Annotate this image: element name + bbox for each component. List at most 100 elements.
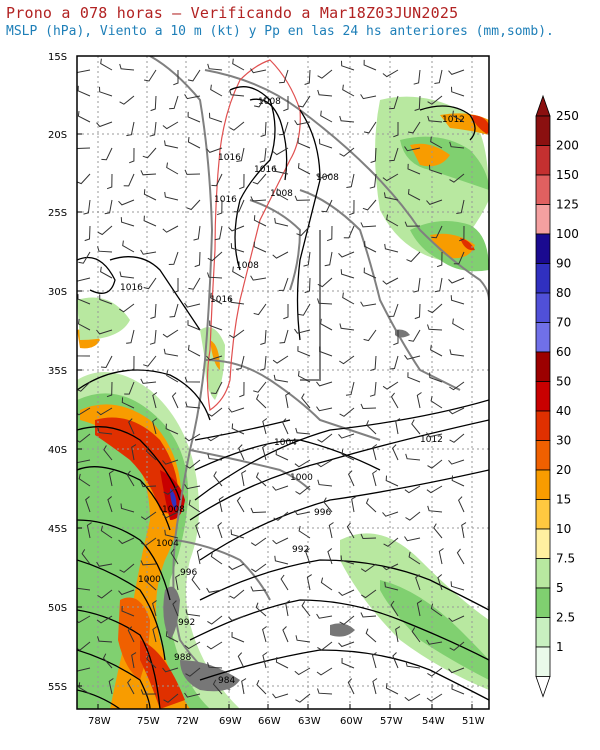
wind-barb	[253, 381, 267, 393]
wind-barb	[360, 533, 377, 540]
wind-barb	[97, 246, 113, 253]
wind-barb	[77, 85, 91, 97]
wind-barb	[459, 225, 465, 242]
colorbar-label: 30	[556, 434, 571, 448]
wind-barb	[77, 641, 91, 651]
wind-barb	[144, 69, 157, 82]
wind-barb	[438, 548, 444, 565]
wind-barb	[408, 551, 421, 565]
wind-barb	[143, 189, 157, 201]
colorbar-swatch	[535, 204, 551, 235]
wind-barb	[166, 162, 179, 175]
wind-barb	[360, 222, 377, 228]
wind-barb	[404, 536, 421, 542]
wind-barb	[360, 301, 377, 307]
wind-barb	[324, 251, 333, 267]
wind-barb	[360, 563, 377, 573]
wind-barb	[272, 251, 289, 259]
wind-barb	[100, 525, 113, 539]
wind-barb	[241, 678, 247, 695]
wind-barb	[360, 403, 377, 410]
wind-barb	[363, 267, 377, 279]
colorbar-label: 2.5	[556, 611, 575, 625]
wind-barb	[162, 667, 179, 673]
isobar-label: 1000	[290, 473, 313, 483]
wind-barb	[415, 574, 421, 591]
wind-barb	[461, 522, 467, 539]
wind-barb	[389, 355, 399, 370]
wind-barb	[304, 69, 311, 85]
isobar-label: 996	[314, 508, 331, 518]
wind-barb	[319, 346, 333, 357]
wind-barb	[127, 678, 135, 695]
lon-label: 54W	[422, 716, 445, 727]
wind-barb	[294, 120, 311, 126]
wind-barb	[106, 173, 113, 190]
wind-barb	[184, 433, 201, 442]
colorbar-swatch	[535, 115, 551, 146]
latitude-labels: 15S 20S 25S 30S 35S 40S 45S 50S 55S	[48, 52, 67, 693]
colorbar-label: 250	[556, 109, 579, 123]
wind-barb	[340, 269, 355, 279]
wind-barb	[430, 395, 443, 409]
wind-barb	[119, 95, 135, 105]
wind-barb	[229, 297, 245, 305]
wind-barb	[433, 523, 443, 539]
wind-barb	[78, 682, 91, 695]
wind-barb	[120, 217, 135, 227]
wind-barb	[140, 378, 157, 384]
colorbar-label: 80	[556, 286, 571, 300]
wind-barb	[449, 641, 465, 651]
wind-barb	[124, 381, 135, 395]
wind-barb	[451, 475, 465, 487]
wind-barb	[172, 600, 179, 617]
isobar-label: 1012	[420, 435, 443, 445]
colorbar-swatch	[535, 410, 551, 441]
wind-barb	[426, 432, 443, 438]
wind-barb	[369, 381, 377, 397]
wind-barb	[338, 641, 355, 648]
isobar-label: 992	[178, 618, 195, 628]
wind-barb	[426, 693, 443, 702]
wind-barb	[338, 251, 355, 258]
wind-barb	[362, 199, 377, 211]
wind-barb	[253, 303, 267, 316]
wind-barb	[395, 626, 401, 643]
wind-barb	[251, 563, 267, 573]
wind-barb	[150, 95, 157, 112]
wind-barb	[360, 612, 377, 618]
wind-barb	[339, 407, 355, 417]
wind-barb	[363, 329, 377, 342]
wind-barb	[214, 225, 223, 241]
wind-barb	[372, 678, 378, 695]
wind-barb	[77, 318, 91, 331]
wind-barb	[146, 653, 157, 669]
wind-barb	[294, 195, 311, 201]
wind-barb	[77, 294, 91, 305]
colorbar-label: 50	[556, 375, 571, 389]
wind-barb	[150, 303, 157, 319]
wind-barb	[345, 381, 355, 396]
wind-barb	[253, 215, 267, 227]
wind-barb	[272, 147, 289, 156]
wind-barb	[149, 121, 157, 137]
wind-barb	[431, 225, 443, 239]
wind-barb	[165, 423, 179, 435]
isobar-label: 1008	[258, 97, 281, 107]
colorbar-label: 90	[556, 257, 571, 271]
wind-barb	[213, 471, 223, 487]
lon-label: 51W	[462, 716, 485, 727]
lat-label: 20S	[48, 130, 67, 141]
wind-barb	[408, 121, 421, 134]
wind-barb	[456, 199, 465, 214]
wind-barb	[346, 522, 355, 539]
wind-barb	[96, 561, 113, 567]
wind-barb	[152, 418, 157, 435]
wind-barb	[260, 121, 267, 137]
wind-barb	[262, 444, 268, 461]
wind-barb	[166, 370, 179, 383]
wind-barb	[316, 613, 333, 619]
wind-barb	[236, 147, 245, 162]
wind-barb	[206, 147, 223, 153]
wind-barb	[404, 354, 421, 360]
